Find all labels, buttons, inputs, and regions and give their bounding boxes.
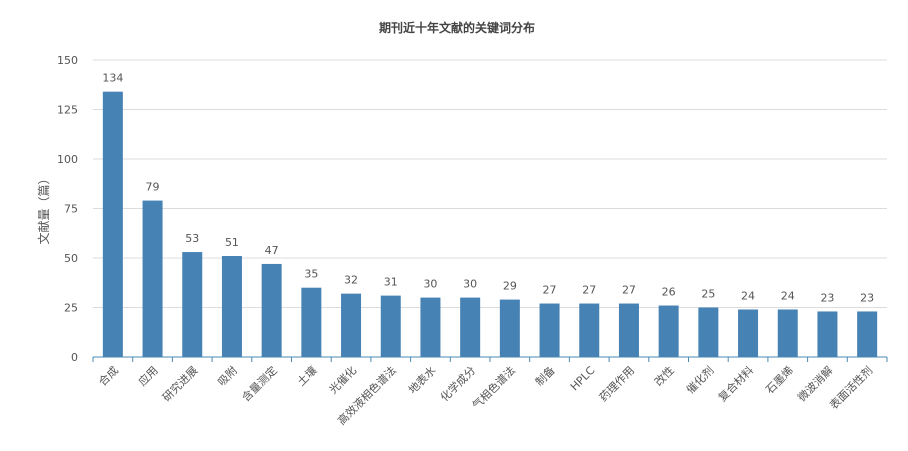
y-axis-label: 文献量（篇） — [36, 172, 51, 244]
bar — [857, 311, 878, 357]
bar-value-label: 47 — [265, 244, 279, 257]
bar-value-label: 30 — [463, 278, 477, 291]
bar-value-label: 23 — [820, 291, 834, 304]
x-tick-label: 表面活性剂 — [826, 363, 875, 412]
bar — [301, 287, 322, 357]
bar-value-label: 31 — [384, 276, 398, 289]
y-axis-ticks: 0 25 50 75 100 125 150 — [57, 54, 78, 364]
x-tick-label: 化学成分 — [437, 363, 478, 404]
x-tick-label: 光催化 — [326, 363, 359, 396]
bar-value-label: 24 — [741, 289, 755, 302]
bar-value-label: 30 — [423, 278, 437, 291]
bars — [102, 91, 878, 358]
x-tick-label: 土壤 — [294, 363, 319, 388]
bar — [380, 295, 401, 357]
x-tick-label: 合成 — [96, 363, 121, 388]
bar — [777, 309, 798, 357]
x-tick-label: 微波消解 — [795, 363, 836, 404]
bar — [618, 303, 639, 357]
bar — [341, 293, 362, 357]
bar-value-label: 51 — [225, 236, 239, 249]
bar-value-label: 24 — [781, 289, 795, 302]
bar-value-label: 53 — [185, 232, 199, 245]
y-tick-label: 50 — [64, 252, 78, 265]
chart-title: 期刊近十年文献的关键词分布 — [379, 20, 535, 35]
bar — [420, 297, 441, 357]
bar — [102, 91, 123, 358]
x-tick-label: 研究进展 — [159, 363, 200, 404]
y-tick-label: 25 — [64, 302, 78, 315]
bar — [261, 263, 282, 357]
bar — [539, 303, 560, 357]
bar-value-label: 79 — [146, 181, 160, 194]
bar — [698, 307, 719, 357]
x-tick-label: 含量测定 — [239, 363, 280, 404]
bar-value-label: 23 — [860, 291, 874, 304]
bar-value-label: 32 — [344, 274, 358, 287]
bar — [221, 256, 242, 357]
y-tick-label: 125 — [57, 104, 78, 117]
x-tick-label: 复合材料 — [715, 363, 756, 404]
value-labels: 134 79 53 51 47 35 32 31 30 30 29 27 27 27 26 25 24 24 23 2… — [102, 72, 874, 305]
y-tick-label: 100 — [57, 153, 78, 166]
bar-value-label: 29 — [503, 280, 517, 293]
x-tick-label: 改性 — [651, 363, 676, 388]
bar-value-label: 27 — [622, 284, 636, 297]
bar — [182, 252, 203, 357]
x-tick-label: 气相色谱法 — [469, 363, 518, 412]
bar — [579, 303, 600, 357]
x-tick-label: HPLC — [568, 364, 598, 394]
y-tick-label: 0 — [71, 351, 78, 364]
x-tick-label: 药理作用 — [597, 364, 637, 404]
bar — [499, 299, 520, 357]
bar — [142, 200, 163, 357]
x-tick-label: 地表水 — [405, 363, 438, 396]
x-tick-label: 制备 — [532, 363, 557, 388]
x-tick-label: 石墨烯 — [763, 364, 796, 397]
x-tick-label: 应用 — [135, 363, 160, 388]
bar-value-label: 26 — [662, 286, 676, 299]
bar-value-label: 35 — [304, 268, 318, 281]
bar-value-label: 25 — [701, 288, 715, 301]
bar — [460, 297, 481, 357]
bar-value-label: 27 — [543, 284, 557, 297]
bar-value-label: 134 — [102, 72, 123, 85]
x-tick-label: 吸附 — [215, 363, 240, 388]
y-tick-label: 150 — [57, 54, 78, 67]
bar — [817, 311, 838, 357]
bar — [738, 309, 759, 357]
y-tick-label: 75 — [64, 203, 78, 216]
grid — [92, 59, 888, 362]
bar — [658, 305, 679, 357]
x-tick-label: 催化剂 — [683, 363, 716, 396]
bar-value-label: 27 — [582, 284, 596, 297]
